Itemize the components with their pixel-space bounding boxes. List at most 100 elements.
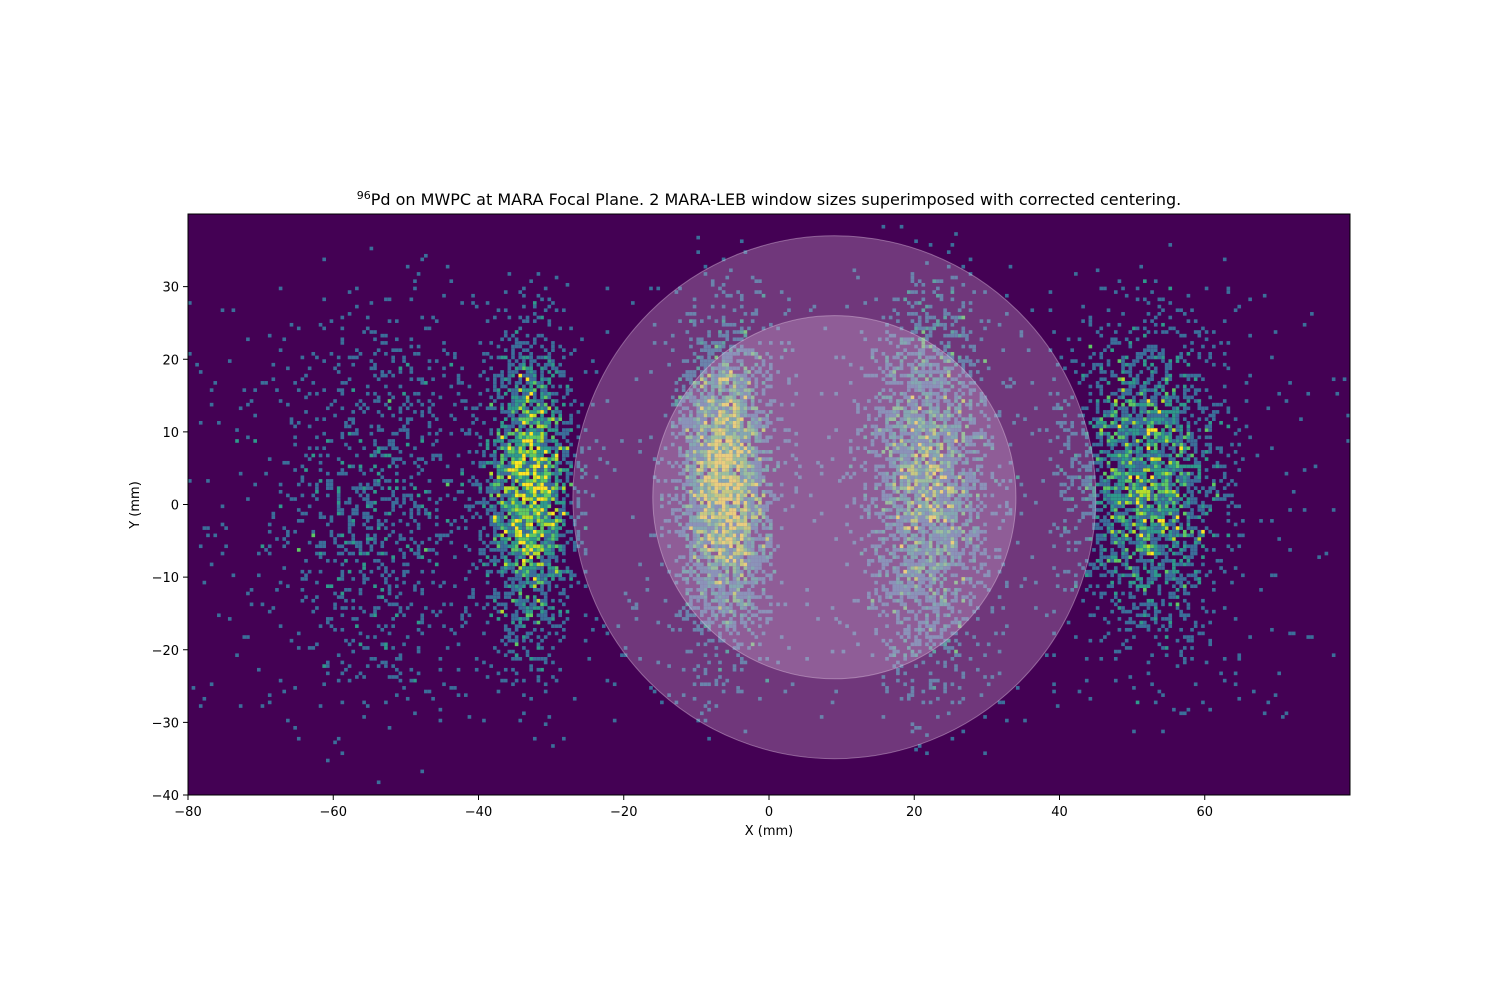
hit-bin — [754, 613, 759, 618]
hit-bin — [402, 613, 406, 618]
hit-bin — [736, 479, 740, 483]
hit-bin — [961, 359, 966, 363]
hit-bin — [718, 439, 722, 443]
hit-bin — [405, 569, 410, 574]
hit-bin — [518, 526, 523, 530]
hit-bin — [925, 370, 929, 374]
hit-bin — [387, 464, 392, 469]
hit-bin — [899, 431, 904, 436]
hit-bin — [689, 471, 693, 476]
hit-bin — [906, 351, 911, 356]
hit-bin — [681, 569, 686, 574]
hit-bin — [928, 508, 933, 512]
hit-bin — [754, 381, 759, 385]
hit-bin — [765, 657, 769, 661]
hit-bin — [870, 573, 875, 578]
hit-bin — [939, 373, 944, 378]
hit-bin — [551, 384, 555, 389]
hit-bin — [910, 366, 915, 371]
hit-bin — [707, 471, 711, 476]
hit-bin — [507, 551, 512, 556]
hit-bin — [336, 370, 341, 374]
hit-bin — [416, 555, 421, 559]
hit-bin — [543, 595, 548, 599]
hit-bin — [888, 464, 893, 469]
hit-bin — [710, 562, 715, 567]
hit-bin — [721, 406, 726, 411]
hit-bin — [758, 468, 762, 472]
hit-bin — [892, 381, 897, 385]
hit-bin — [747, 439, 751, 443]
hit-bin — [739, 617, 744, 621]
hit-bin — [1008, 511, 1013, 516]
hit-bin — [522, 486, 526, 490]
hit-bin — [551, 511, 555, 516]
hit-bin — [943, 642, 947, 647]
hit-bin — [932, 468, 937, 472]
hit-bin — [721, 533, 726, 538]
hit-bin — [525, 370, 530, 374]
hit-bin — [565, 446, 570, 451]
hit-bin — [460, 613, 464, 618]
hit-bin — [569, 420, 573, 425]
hit-bin — [714, 413, 719, 418]
hit-bin — [344, 500, 348, 505]
hit-bin — [532, 657, 537, 661]
hit-bin — [750, 515, 755, 520]
hit-bin — [939, 381, 944, 385]
hit-bin — [892, 486, 897, 490]
hit-bin — [932, 533, 937, 538]
hit-bin — [380, 551, 385, 556]
hit-bin — [547, 529, 552, 534]
hit-bin — [514, 584, 519, 589]
hit-bin — [710, 511, 715, 516]
hit-bin — [474, 657, 479, 661]
hit-bin — [856, 410, 860, 414]
hit-bin — [994, 479, 998, 483]
hit-bin — [718, 675, 722, 679]
hit-bin — [522, 395, 526, 400]
hit-bin — [700, 453, 704, 458]
hit-bin — [304, 395, 308, 400]
hit-bin — [565, 493, 570, 498]
hit-bin — [511, 395, 515, 400]
hit-bin — [906, 544, 911, 549]
hit-bin — [384, 519, 388, 523]
hit-bin — [532, 388, 537, 392]
hit-bin — [888, 482, 893, 487]
hit-bin — [518, 362, 523, 367]
hit-bin — [747, 558, 751, 563]
hit-bin — [736, 508, 740, 512]
hit-bin — [562, 308, 566, 313]
hit-bin — [910, 649, 915, 654]
hit-bin — [736, 464, 740, 469]
hit-bin — [409, 482, 414, 487]
hit-bin — [358, 399, 363, 403]
hit-bin — [950, 486, 955, 490]
hit-bin — [696, 355, 701, 360]
hit-bin — [928, 439, 933, 443]
hit-bin — [471, 562, 475, 567]
hit-bin — [518, 602, 523, 607]
hit-bin — [747, 562, 751, 567]
hit-bin — [957, 642, 962, 647]
hit-bin — [772, 468, 777, 472]
hit-bin — [707, 548, 711, 552]
hit-bin — [928, 577, 933, 581]
hit-bin — [514, 337, 519, 342]
hit-bin — [725, 359, 730, 363]
hit-bin — [369, 548, 374, 552]
hit-bin — [714, 377, 719, 382]
hit-bin — [736, 580, 740, 585]
hit-bin — [536, 493, 541, 498]
hit-bin — [362, 497, 366, 501]
hit-bin — [496, 486, 501, 490]
hit-bin — [906, 373, 911, 378]
hit-bin — [910, 410, 915, 414]
hit-bin — [721, 460, 726, 465]
hit-bin — [376, 624, 381, 628]
hit-bin — [493, 399, 497, 403]
hit-bin — [503, 544, 508, 549]
hit-bin — [743, 435, 748, 440]
hit-bin — [739, 558, 744, 563]
